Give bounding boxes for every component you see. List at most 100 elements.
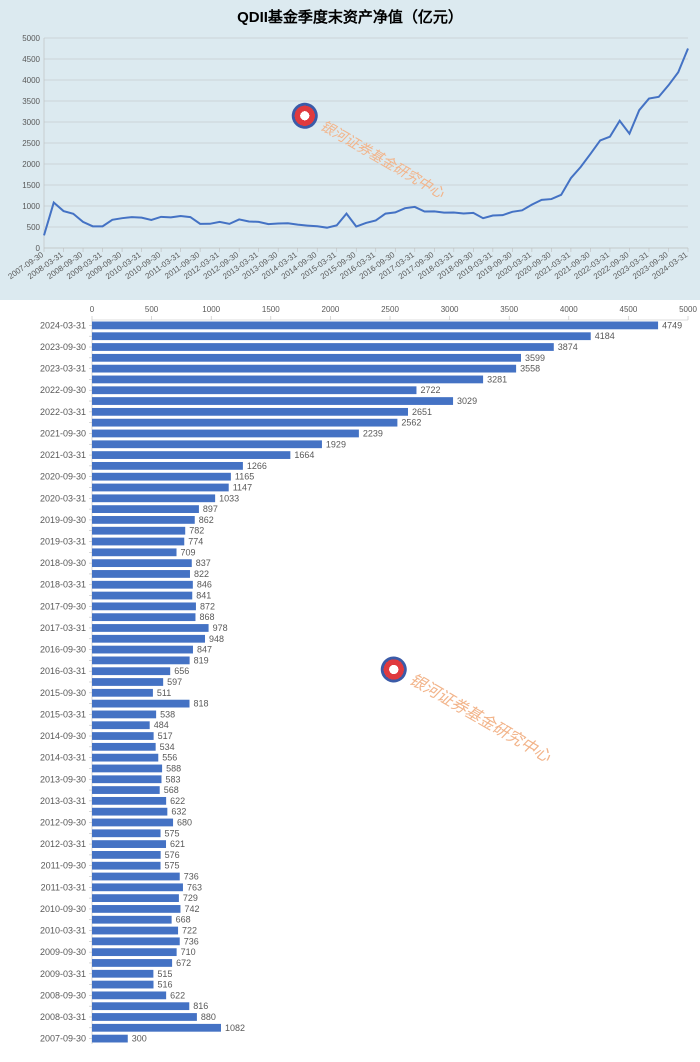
line-chart-panel: QDII基金季度末资产净值（亿元） 0500100015002000250030… <box>0 0 700 300</box>
svg-text:575: 575 <box>165 861 180 871</box>
svg-text:841: 841 <box>196 591 211 601</box>
svg-text:816: 816 <box>193 1001 208 1011</box>
svg-text:736: 736 <box>184 936 199 946</box>
svg-text:3500: 3500 <box>500 305 518 314</box>
svg-text:2014-03-31: 2014-03-31 <box>40 753 86 763</box>
svg-text:3500: 3500 <box>22 97 40 106</box>
svg-text:2011-09-30: 2011-09-30 <box>41 861 86 871</box>
svg-text:1147: 1147 <box>233 482 252 492</box>
svg-text:4000: 4000 <box>560 305 578 314</box>
svg-text:583: 583 <box>165 774 180 784</box>
bar-chart-panel: 0500100015002000250030003500400045005000… <box>0 300 700 1052</box>
svg-text:2020-09-30: 2020-09-30 <box>40 472 86 482</box>
svg-text:847: 847 <box>197 645 212 655</box>
svg-text:2010-09-30: 2010-09-30 <box>40 904 86 914</box>
svg-text:722: 722 <box>182 926 197 936</box>
svg-text:822: 822 <box>194 569 209 579</box>
svg-text:2007-09-30: 2007-09-30 <box>40 1034 86 1044</box>
svg-text:2651: 2651 <box>412 407 432 417</box>
svg-text:2722: 2722 <box>420 385 440 395</box>
svg-text:2008-09-30: 2008-09-30 <box>40 990 86 1000</box>
svg-text:736: 736 <box>184 872 199 882</box>
svg-text:978: 978 <box>213 623 228 633</box>
svg-text:709: 709 <box>181 547 196 557</box>
svg-text:2019-09-30: 2019-09-30 <box>40 515 86 525</box>
svg-text:3000: 3000 <box>22 118 40 127</box>
svg-text:538: 538 <box>160 709 175 719</box>
svg-text:516: 516 <box>158 980 173 990</box>
svg-text:2010-03-31: 2010-03-31 <box>40 926 86 936</box>
svg-text:729: 729 <box>183 893 198 903</box>
svg-text:3281: 3281 <box>487 374 507 384</box>
svg-text:484: 484 <box>154 720 169 730</box>
svg-text:2018-03-31: 2018-03-31 <box>40 580 86 590</box>
svg-text:2022-03-31: 2022-03-31 <box>40 407 86 417</box>
svg-text:2000: 2000 <box>22 160 40 169</box>
svg-text:621: 621 <box>170 839 185 849</box>
svg-text:3000: 3000 <box>441 305 459 314</box>
svg-text:2017-03-31: 2017-03-31 <box>40 623 86 633</box>
svg-text:819: 819 <box>194 655 209 665</box>
svg-text:742: 742 <box>184 904 199 914</box>
svg-text:2008-03-31: 2008-03-31 <box>40 1012 86 1022</box>
svg-text:2013-09-30: 2013-09-30 <box>40 774 86 784</box>
svg-text:1929: 1929 <box>326 439 346 449</box>
svg-text:680: 680 <box>177 817 192 827</box>
svg-text:672: 672 <box>176 958 191 968</box>
svg-text:588: 588 <box>166 763 181 773</box>
svg-text:710: 710 <box>181 947 196 957</box>
svg-text:575: 575 <box>165 828 180 838</box>
svg-text:4184: 4184 <box>595 331 615 341</box>
svg-text:763: 763 <box>187 882 202 892</box>
svg-text:2019-03-31: 2019-03-31 <box>40 537 86 547</box>
svg-text:3874: 3874 <box>558 342 578 352</box>
svg-text:1500: 1500 <box>262 305 280 314</box>
svg-text:1500: 1500 <box>22 181 40 190</box>
svg-text:568: 568 <box>164 785 179 795</box>
svg-text:2023-09-30: 2023-09-30 <box>40 342 86 352</box>
svg-text:2015-03-31: 2015-03-31 <box>40 709 86 719</box>
svg-text:2016-03-31: 2016-03-31 <box>40 666 86 676</box>
svg-text:4749: 4749 <box>662 320 682 330</box>
svg-text:622: 622 <box>170 990 185 1000</box>
svg-text:500: 500 <box>27 223 41 232</box>
svg-text:2009-09-30: 2009-09-30 <box>40 947 86 957</box>
svg-text:897: 897 <box>203 504 218 514</box>
svg-text:668: 668 <box>176 915 191 925</box>
svg-text:2239: 2239 <box>363 428 383 438</box>
svg-text:872: 872 <box>200 601 215 611</box>
svg-text:4500: 4500 <box>22 55 40 64</box>
svg-text:5000: 5000 <box>22 34 40 43</box>
svg-text:2017-09-30: 2017-09-30 <box>40 601 86 611</box>
svg-text:2012-03-31: 2012-03-31 <box>40 839 86 849</box>
svg-text:862: 862 <box>199 515 214 525</box>
svg-text:818: 818 <box>194 699 209 709</box>
svg-text:2009-03-31: 2009-03-31 <box>40 969 86 979</box>
svg-text:2022-09-30: 2022-09-30 <box>40 385 86 395</box>
svg-text:2011-03-31: 2011-03-31 <box>41 882 86 892</box>
svg-text:517: 517 <box>158 731 173 741</box>
svg-text:948: 948 <box>209 634 224 644</box>
svg-text:2023-03-31: 2023-03-31 <box>40 364 86 374</box>
svg-text:880: 880 <box>201 1012 216 1022</box>
svg-text:782: 782 <box>189 526 204 536</box>
line-chart-title: QDII基金季度末资产净值（亿元） <box>0 6 700 27</box>
svg-text:2000: 2000 <box>322 305 340 314</box>
svg-text:1033: 1033 <box>219 493 239 503</box>
svg-text:300: 300 <box>132 1034 147 1044</box>
line-chart-svg: 0500100015002000250030003500400045005000… <box>0 0 700 300</box>
svg-text:2021-09-30: 2021-09-30 <box>40 428 86 438</box>
svg-text:622: 622 <box>170 796 185 806</box>
svg-text:1082: 1082 <box>225 1023 245 1033</box>
svg-text:2012-09-30: 2012-09-30 <box>40 817 86 827</box>
svg-text:632: 632 <box>171 807 186 817</box>
svg-text:774: 774 <box>188 537 203 547</box>
svg-text:2013-03-31: 2013-03-31 <box>40 796 86 806</box>
svg-text:576: 576 <box>165 850 180 860</box>
svg-text:534: 534 <box>160 742 175 752</box>
svg-text:511: 511 <box>157 688 171 698</box>
svg-text:1000: 1000 <box>22 202 40 211</box>
svg-text:837: 837 <box>196 558 211 568</box>
svg-text:1664: 1664 <box>294 450 314 460</box>
svg-text:2016-09-30: 2016-09-30 <box>40 645 86 655</box>
